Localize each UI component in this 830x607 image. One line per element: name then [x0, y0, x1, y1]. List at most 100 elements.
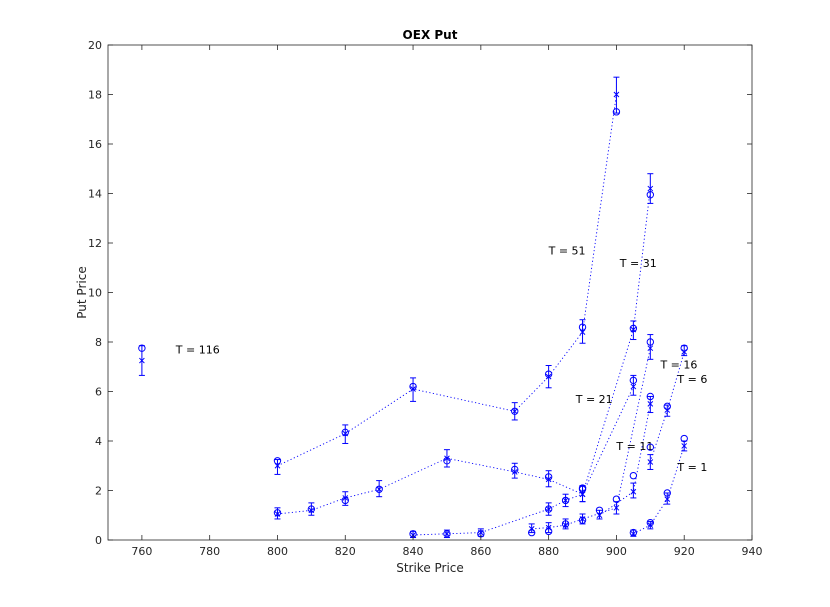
x-tick-label: 880: [538, 545, 559, 558]
x-axis-label: Strike Price: [396, 561, 464, 575]
model-point-stroke-b: [139, 357, 145, 364]
observed-point: [561, 520, 570, 528]
model-point-stroke-b: [545, 524, 552, 531]
x-tick-label: 760: [131, 545, 152, 558]
model-point-stroke-b: [630, 488, 637, 495]
plot-area: [108, 45, 752, 540]
x-tick-label: 940: [742, 545, 763, 558]
y-tick-label: 16: [88, 138, 102, 151]
observed-point: [595, 506, 604, 514]
model-point-stroke-b: [664, 496, 671, 503]
model-point-stroke-b: [342, 430, 349, 437]
observed-point: [646, 518, 655, 527]
observed-point: [409, 382, 417, 391]
y-axis-label: Put Price: [75, 266, 89, 318]
observed-point: [273, 457, 282, 465]
y-tick-label: 8: [95, 336, 102, 349]
observed-point: [511, 465, 519, 474]
model-point-stroke-b: [630, 530, 637, 537]
observed-point: [646, 191, 655, 199]
x-tick-label: 840: [403, 545, 424, 558]
model-point-stroke-b: [444, 455, 450, 462]
x-tick-label: 900: [606, 545, 627, 558]
series-layer: T = 116 T = 51 T = 31 T = 21 T = 16 T = 11 T =…: [138, 76, 707, 539]
observed-point: [561, 496, 570, 505]
model-point-stroke-b: [613, 91, 620, 98]
observed-point: [341, 428, 349, 437]
model-point-stroke-b: [511, 408, 518, 415]
model-point-stroke-b: [647, 185, 654, 192]
observed-point: [663, 489, 671, 497]
observed-point: [578, 516, 587, 524]
observed-point: [629, 376, 638, 385]
model-point-stroke-b: [579, 491, 586, 498]
x-tick-label: 860: [470, 545, 491, 558]
observed-point: [273, 509, 282, 517]
y-tick-label: 2: [95, 485, 102, 498]
model-point-stroke-b: [545, 476, 552, 483]
model-point-stroke-b: [376, 486, 383, 493]
series-annotation: T = 1: [676, 461, 707, 474]
series-annotation: T = 6: [676, 373, 707, 386]
model-point-stroke-b: [681, 443, 688, 449]
model-point-stroke-b: [410, 386, 416, 392]
observed-point: [511, 407, 519, 415]
model-point-stroke-b: [664, 407, 671, 413]
observed-point: [544, 505, 553, 513]
y-tick-label: 6: [95, 386, 102, 399]
series-group: T = 6: [646, 344, 707, 470]
x-tick-label: 780: [199, 545, 220, 558]
model-point-stroke-b: [579, 329, 586, 335]
y-tick-label: 14: [88, 188, 102, 201]
observed-point: [646, 338, 655, 346]
y-tick-label: 10: [88, 287, 102, 300]
series-group: T = 51: [273, 76, 621, 475]
observed-point: [544, 473, 553, 481]
observed-point: [646, 443, 655, 451]
series-annotation: T = 31: [619, 257, 657, 270]
chart-title: OEX Put: [403, 28, 458, 42]
x-tick-label: 920: [674, 545, 695, 558]
model-point-stroke-b: [545, 506, 552, 512]
model-point-stroke-b: [342, 495, 349, 501]
y-tick-label: 20: [88, 39, 102, 52]
observed-point: [629, 471, 638, 480]
model-point-stroke-b: [630, 383, 637, 390]
series-annotation: T = 51: [548, 244, 586, 257]
observed-point: [612, 495, 621, 503]
y-tick-label: 12: [88, 237, 102, 250]
observed-point: [629, 528, 638, 537]
model-point-stroke-b: [579, 516, 586, 522]
model-point-stroke-b: [511, 469, 518, 475]
axes-layer: 760 780 800 820 840 860 880 900 920 940 0 2 4 6 8 10 12 1…: [88, 39, 763, 558]
model-point-stroke-b: [596, 512, 603, 519]
x-tick-label: 820: [335, 545, 356, 558]
model-point-stroke-b: [274, 511, 281, 517]
model-point-stroke-b: [630, 326, 637, 333]
series-annotation: T = 16: [659, 358, 697, 371]
x-tick-label: 800: [267, 545, 288, 558]
model-point-stroke-b: [613, 504, 620, 511]
observed-point: [578, 485, 587, 493]
model-point-stroke-b: [647, 345, 654, 352]
y-tick-label: 0: [95, 534, 102, 547]
observed-point: [138, 344, 146, 352]
observed-point: [629, 324, 638, 333]
observed-point: [443, 457, 451, 465]
series-group: T = 1: [629, 434, 707, 537]
model-point-stroke-b: [274, 462, 281, 469]
observed-point: [375, 485, 383, 493]
y-tick-label: 18: [88, 89, 102, 102]
series-group: T = 16: [527, 334, 697, 537]
model-point-stroke-b: [681, 349, 688, 355]
observed-point: [443, 530, 451, 538]
model-point-stroke-b: [647, 401, 654, 407]
observed-point: [646, 392, 655, 401]
model-point-stroke-b: [545, 373, 552, 380]
model-point-stroke-b: [477, 529, 484, 536]
model-point-stroke-b: [647, 522, 654, 529]
series-group: T = 116: [138, 343, 220, 376]
model-point-stroke-b: [528, 526, 535, 532]
observed-point: [578, 323, 587, 331]
observed-point: [341, 496, 349, 505]
